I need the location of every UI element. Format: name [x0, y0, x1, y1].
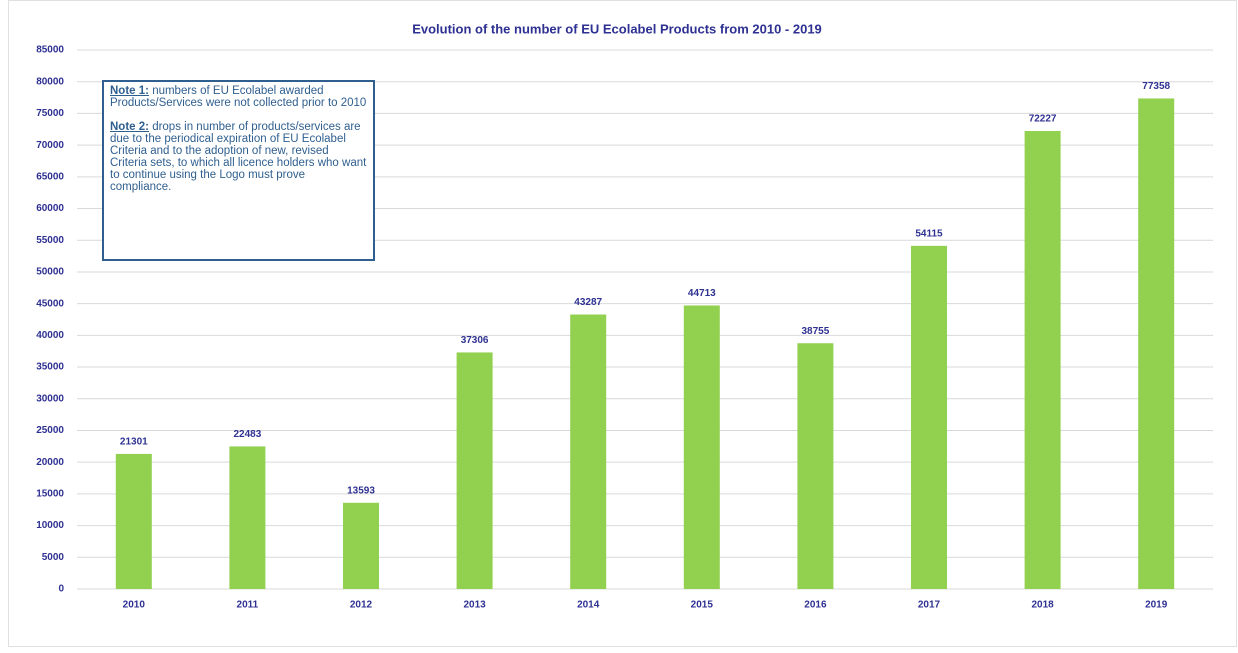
bar	[115, 453, 152, 589]
value-label: 13593	[347, 485, 375, 496]
value-label: 77358	[1142, 81, 1170, 92]
value-label: 38755	[801, 326, 829, 337]
y-tick-label: 25000	[36, 425, 64, 436]
y-tick-label: 75000	[36, 108, 64, 119]
y-tick-label: 10000	[36, 520, 64, 531]
note: Note 2: drops in number of products/serv…	[110, 121, 367, 193]
y-tick-label: 60000	[36, 203, 64, 214]
x-tick-label: 2010	[123, 600, 146, 611]
y-tick-label: 70000	[36, 140, 64, 151]
bar	[683, 305, 720, 589]
note-text: drops in number of products/services are…	[110, 121, 367, 193]
bar	[570, 314, 607, 589]
x-tick-label: 2011	[237, 600, 259, 611]
y-tick-label: 40000	[36, 330, 64, 341]
x-tick-label: 2018	[1031, 600, 1054, 611]
x-tick-label: 2014	[577, 600, 600, 611]
note-text: numbers of EU Ecolabel awarded Products/…	[110, 85, 367, 109]
value-label: 22483	[233, 429, 261, 440]
bar	[911, 245, 947, 589]
notes-box: Note 1: numbers of EU Ecolabel awarded P…	[102, 80, 375, 261]
x-tick-label: 2019	[1145, 600, 1168, 611]
y-tick-label: 50000	[36, 267, 64, 278]
y-tick-label: 15000	[36, 489, 64, 500]
note-label: Note 2:	[110, 121, 149, 133]
y-tick-label: 65000	[36, 171, 64, 182]
value-label: 37306	[461, 335, 489, 346]
chart-title: Evolution of the number of EU Ecolabel P…	[412, 21, 822, 36]
chart-border	[8, 0, 1237, 647]
x-tick-label: 2012	[350, 600, 373, 611]
note-label: Note 1:	[110, 85, 149, 97]
y-tick-label: 85000	[36, 45, 64, 56]
y-tick-label: 30000	[36, 393, 64, 404]
y-tick-label: 5000	[42, 552, 65, 563]
x-tick-label: 2013	[463, 600, 486, 611]
bar	[456, 352, 493, 589]
y-tick-label: 80000	[36, 76, 64, 87]
value-label: 54115	[915, 228, 943, 239]
y-tick-label: 45000	[36, 298, 64, 309]
value-label: 72227	[1029, 114, 1057, 125]
y-tick-label: 0	[58, 584, 64, 595]
x-tick-label: 2015	[691, 600, 714, 611]
value-label: 43287	[574, 297, 602, 308]
bar	[1024, 130, 1061, 589]
value-label: 44713	[688, 288, 716, 299]
y-tick-label: 55000	[36, 235, 64, 246]
y-tick-label: 35000	[36, 362, 64, 373]
bar	[343, 502, 379, 589]
x-tick-label: 2016	[804, 600, 827, 611]
x-tick-label: 2017	[918, 600, 941, 611]
value-label: 21301	[120, 437, 148, 448]
bar	[797, 343, 834, 589]
y-tick-label: 20000	[36, 457, 64, 468]
note: Note 1: numbers of EU Ecolabel awarded P…	[110, 85, 367, 109]
bar	[229, 446, 266, 589]
bar	[1138, 98, 1175, 589]
